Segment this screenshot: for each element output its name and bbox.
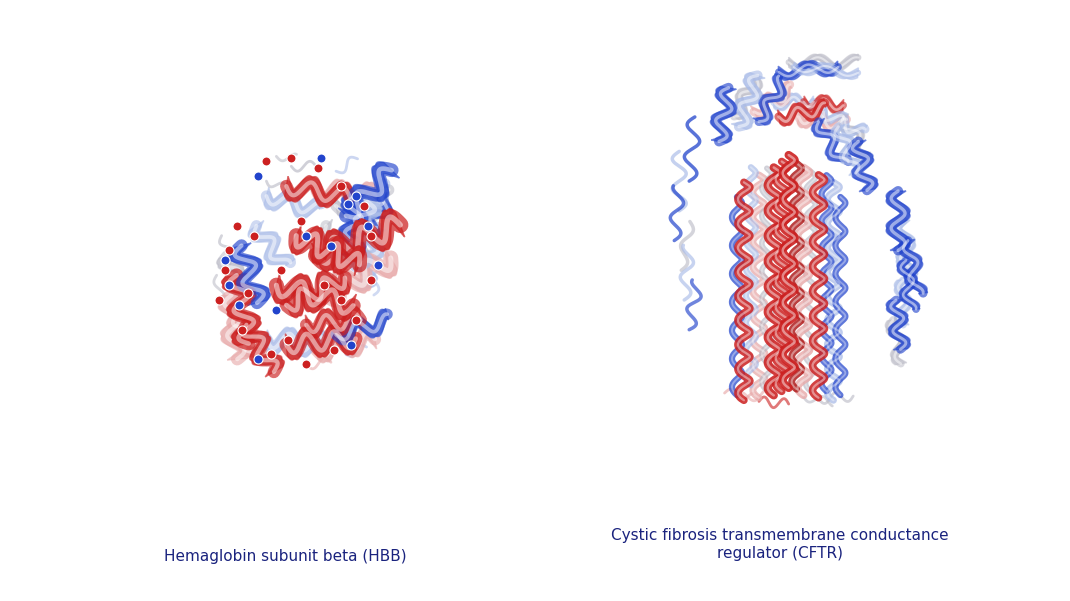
Polygon shape [319, 219, 371, 270]
Polygon shape [797, 109, 847, 133]
Polygon shape [315, 326, 377, 363]
Polygon shape [227, 311, 269, 359]
Polygon shape [753, 74, 786, 125]
Polygon shape [830, 124, 863, 175]
Polygon shape [221, 273, 261, 346]
Polygon shape [804, 94, 844, 114]
Polygon shape [778, 99, 826, 126]
Polygon shape [899, 239, 928, 294]
Text: Hemaglobin subunit beta (HBB): Hemaglobin subunit beta (HBB) [164, 549, 407, 564]
Polygon shape [750, 81, 792, 119]
Polygon shape [360, 191, 393, 240]
Polygon shape [265, 327, 326, 358]
Polygon shape [335, 184, 389, 218]
Polygon shape [217, 294, 251, 360]
Polygon shape [334, 308, 388, 346]
Polygon shape [789, 54, 858, 70]
Polygon shape [886, 191, 911, 251]
Polygon shape [281, 268, 350, 318]
Polygon shape [320, 248, 397, 308]
Polygon shape [338, 162, 399, 224]
Polygon shape [847, 140, 878, 192]
Polygon shape [793, 63, 858, 79]
Polygon shape [710, 87, 737, 143]
Polygon shape [886, 299, 911, 350]
Polygon shape [216, 252, 253, 297]
Polygon shape [273, 273, 356, 322]
Polygon shape [897, 260, 920, 310]
Polygon shape [729, 75, 763, 120]
Polygon shape [346, 179, 388, 228]
Polygon shape [351, 225, 386, 288]
Polygon shape [774, 93, 813, 111]
Polygon shape [811, 118, 852, 164]
Polygon shape [305, 306, 362, 338]
Polygon shape [885, 319, 906, 365]
Polygon shape [893, 220, 918, 275]
Polygon shape [236, 320, 285, 377]
Polygon shape [316, 179, 377, 208]
Polygon shape [338, 195, 369, 256]
Polygon shape [248, 221, 295, 266]
Polygon shape [343, 200, 382, 267]
Polygon shape [228, 243, 271, 305]
Polygon shape [285, 175, 352, 208]
Polygon shape [820, 106, 868, 138]
Polygon shape [837, 114, 871, 158]
Polygon shape [732, 73, 765, 129]
Polygon shape [264, 188, 322, 219]
Polygon shape [895, 280, 912, 325]
Polygon shape [311, 209, 404, 272]
Text: Cystic fibrosis transmembrane conductance
regulator (CFTR): Cystic fibrosis transmembrane conductanc… [611, 528, 949, 561]
Polygon shape [291, 225, 365, 276]
Polygon shape [778, 61, 839, 81]
Polygon shape [286, 325, 356, 360]
